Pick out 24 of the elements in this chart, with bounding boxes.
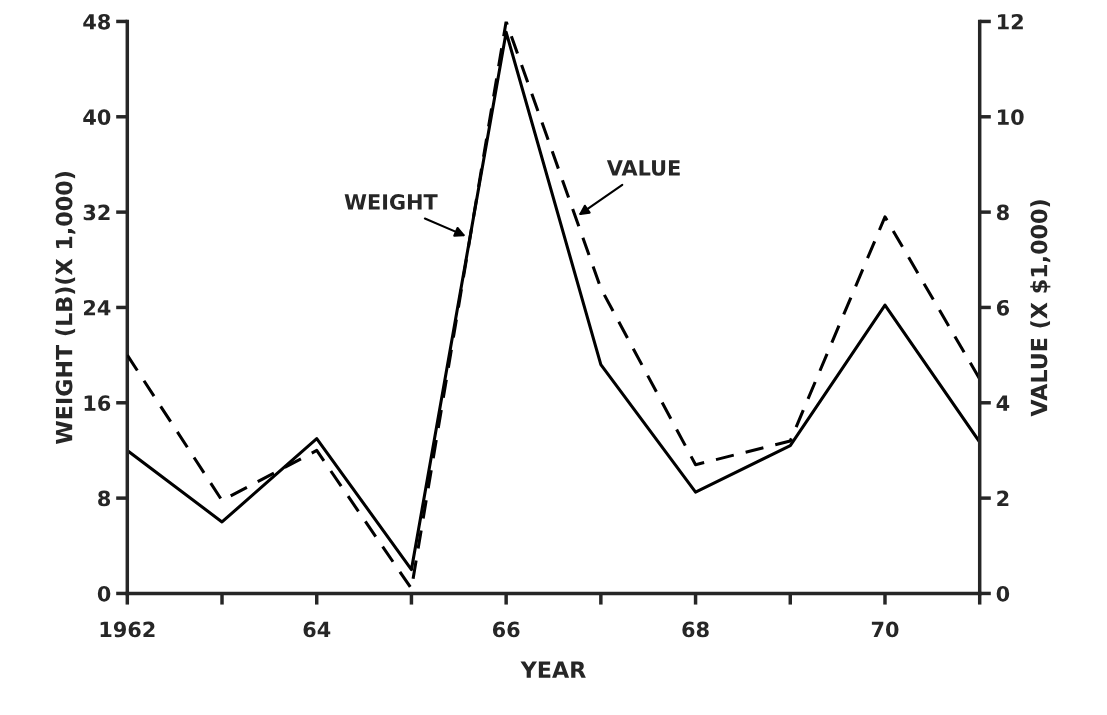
y2-tick-label: 6	[996, 299, 1010, 316]
y2-tick-label: 12	[998, 13, 1023, 30]
x-axis-title: YEAR	[520, 661, 586, 678]
y-tick-label: 8	[98, 490, 111, 507]
y-tick-label: 32	[83, 204, 110, 221]
x-tick-label: 1962	[100, 621, 155, 638]
annotation: VALUE	[606, 160, 680, 176]
y-tick-label: 24	[83, 299, 111, 316]
y2-tick-label: 2	[997, 490, 1009, 507]
y2-axis-title: VALUE (X $1,000)	[1030, 200, 1051, 417]
y-axis-title: WEIGHT (LB)(X 1,000)	[55, 172, 76, 445]
annotation: WEIGHT	[344, 194, 438, 210]
y2-tick-label: 4	[996, 395, 1010, 411]
y-tick-label: 16	[84, 395, 111, 411]
x-tick-label: 70	[871, 621, 899, 638]
x-tick-label: 64	[303, 621, 331, 638]
y2-tick-label: 8	[996, 204, 1009, 221]
x-tick-label: 66	[492, 621, 520, 638]
y-tick-label: 40	[83, 109, 111, 125]
x-tick-label: 68	[682, 621, 709, 638]
y2-tick-label: 10	[998, 109, 1024, 125]
y2-tick-label: 0	[996, 585, 1010, 602]
y-tick-label: 48	[83, 13, 111, 30]
y-tick-label: 0	[97, 585, 111, 602]
